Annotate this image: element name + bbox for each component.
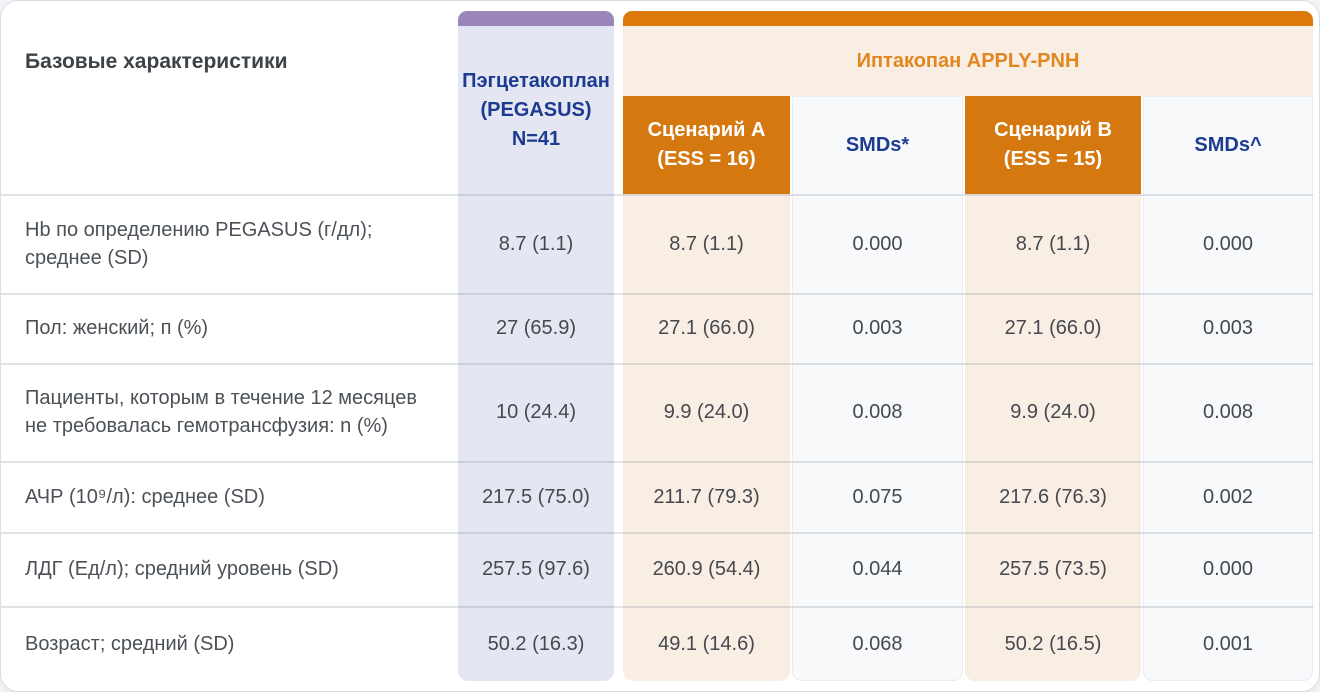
- scenario-a-value: 27.1 (66.0): [658, 317, 755, 339]
- smds-a-value: 0.000: [852, 232, 903, 255]
- pegasus-value: 8.7 (1.1): [498, 232, 574, 255]
- row-label: ЛДГ (Ед/л); средний уровень (SD): [25, 558, 339, 580]
- scenario-b-value: 27.1 (66.0): [1004, 317, 1102, 339]
- row-label: Пол: женский; п (%): [25, 317, 209, 339]
- pegcetacoplan-topbar: [458, 11, 614, 26]
- row-divider: [1, 363, 1313, 365]
- scenario-a-header-bg: [623, 96, 790, 194]
- pegasus-value: 217.5 (75.0): [482, 485, 590, 508]
- scenario-a-value: 211.7 (79.3): [653, 485, 760, 508]
- pegasus-value: 10 (24.4): [495, 401, 577, 423]
- row-divider: [1, 194, 1313, 196]
- row-label: Пациенты, которым в течение 12 месяцев н…: [25, 387, 417, 437]
- scenario-a-value: 8.7 (1.1): [669, 232, 744, 255]
- smds-a-value: 0.075: [852, 485, 903, 508]
- smds-a-value: 0.068: [852, 632, 903, 655]
- scenario-b-header: Сценарий B (ESS = 15): [994, 119, 1112, 170]
- pegasus-value: 50.2 (16.3): [487, 632, 585, 655]
- row-divider: [1, 532, 1313, 534]
- row-label: АЧР (10⁹/л): среднее (SD): [25, 485, 265, 508]
- scenario-a-value: 260.9 (54.4): [652, 558, 761, 580]
- smds-b-header: SMDs^: [1194, 134, 1262, 156]
- row-divider: [1, 606, 1313, 608]
- iptacopan-group-header-bg: [623, 26, 1313, 96]
- scenario-a-column-bg: [623, 194, 790, 681]
- smds-a-column-bg: [792, 96, 963, 681]
- scenario-a-value: 9.9 (24.0): [663, 401, 750, 423]
- row-label: Возраст; средний (SD): [25, 632, 235, 655]
- smds-b-column-bg: [1143, 96, 1313, 681]
- smds-b-value: 0.002: [1202, 485, 1254, 508]
- corner-header: Базовые характеристики: [25, 50, 288, 73]
- smds-a-value: 0.008: [852, 401, 903, 423]
- smds-b-value: 0.000: [1202, 232, 1254, 255]
- scenario-b-value: 257.5 (73.5): [999, 558, 1107, 580]
- pegcetacoplan-column-header: Пэгцетакоплан (PEGASUS) N=41: [462, 69, 610, 150]
- pegcetacoplan-column-bg: [458, 26, 614, 681]
- smds-a-value: 0.003: [852, 317, 903, 339]
- smds-b-value: 0.001: [1202, 632, 1254, 655]
- scenario-b-value: 9.9 (24.0): [1010, 401, 1096, 423]
- row-divider: [1, 293, 1313, 295]
- scenario-b-value: 217.6 (76.3): [999, 485, 1107, 508]
- scenario-b-value: 50.2 (16.5): [1004, 632, 1102, 655]
- scenario-b-value: 8.7 (1.1): [1015, 232, 1091, 255]
- scenario-a-value: 49.1 (14.6): [658, 632, 755, 655]
- smds-a-header: SMDs*: [845, 134, 910, 156]
- row-label: Hb по определению PEGASUS (г/дл); средне…: [25, 218, 373, 269]
- smds-b-value: 0.008: [1202, 401, 1254, 423]
- smds-b-value: 0.003: [1202, 317, 1254, 339]
- scenario-b-column-bg: [965, 194, 1141, 681]
- pegasus-value: 27 (65.9): [495, 317, 577, 339]
- pegasus-value: 257.5 (97.6): [482, 558, 590, 580]
- iptacopan-topbar: [623, 11, 1313, 26]
- smds-b-value: 0.000: [1202, 558, 1254, 580]
- scenario-b-header-bg: [965, 96, 1141, 194]
- row-divider: [1, 461, 1313, 463]
- smds-a-value: 0.044: [852, 558, 903, 580]
- scenario-a-header: Сценарий A (ESS = 16): [647, 119, 766, 170]
- iptacopan-group-header: Иптакопан APPLY-PNH: [856, 50, 1080, 72]
